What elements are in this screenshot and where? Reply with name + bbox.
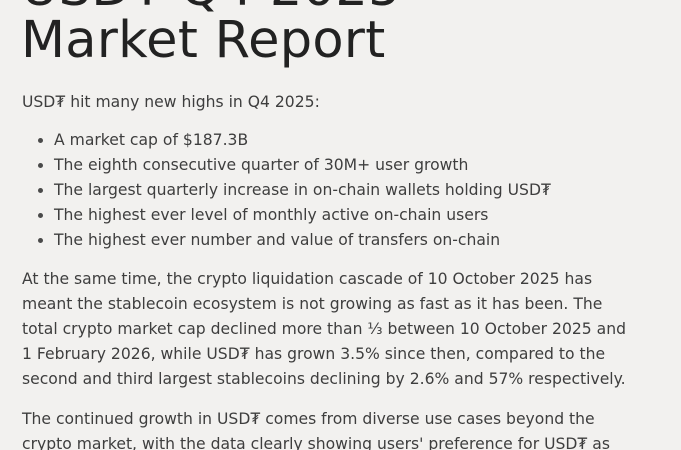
body-paragraph-1: At the same time, the crypto liquidation… [22,267,662,392]
paragraph-line: The continued growth in USD₮ comes from … [22,410,595,428]
list-item: The highest ever level of monthly active… [22,203,551,228]
list-item-text: A market cap of $187.3B [54,131,249,149]
list-item: The highest ever number and value of tra… [22,228,551,253]
list-item: A market cap of $187.3B [22,128,551,153]
page-title-line-1: USD₮ Q4 2025 [21,0,401,18]
paragraph-line: At the same time, the crypto liquidation… [22,270,593,288]
list-item-text: The highest ever level of monthly active… [54,206,489,224]
list-item: The eighth consecutive quarter of 30M+ u… [22,153,551,178]
paragraph-line: second and third largest stablecoins dec… [22,370,626,388]
list-item: The largest quarterly increase in on-cha… [22,178,551,203]
bullet-icon [38,188,43,193]
paragraph-line: total crypto market cap declined more th… [22,320,627,338]
list-item-text: The eighth consecutive quarter of 30M+ u… [54,156,469,174]
highlights-list: A market cap of $187.3B The eighth conse… [22,128,551,253]
list-item-text: The largest quarterly increase in on-cha… [54,181,551,199]
bullet-icon [38,163,43,168]
bullet-icon [38,213,43,218]
page-title-line-2: Market Report [21,11,386,70]
list-item-text: The highest ever number and value of tra… [54,231,501,249]
paragraph-line: 1 February 2026, while USD₮ has grown 3.… [22,345,606,363]
paragraph-line: meant the stablecoin ecosystem is not gr… [22,295,603,313]
bullet-icon [38,138,43,143]
paragraph-line: crypto market, with the data clearly sho… [22,435,610,450]
bullet-icon [38,238,43,243]
body-paragraph-2: The continued growth in USD₮ comes from … [22,407,662,450]
intro-text: USD₮ hit many new highs in Q4 2025: [22,93,320,111]
